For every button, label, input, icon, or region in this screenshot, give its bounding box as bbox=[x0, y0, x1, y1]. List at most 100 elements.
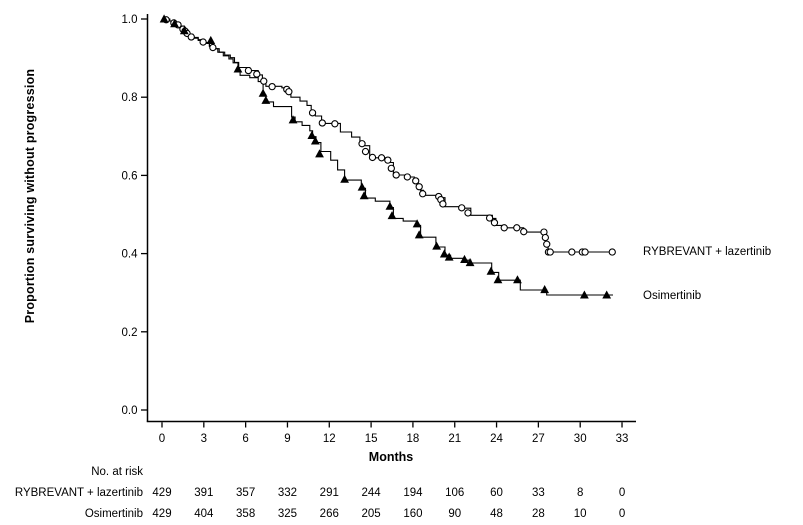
censor-mark-triangle bbox=[465, 257, 475, 267]
censor-mark-triangle bbox=[385, 201, 395, 210]
at-risk-count: 357 bbox=[236, 487, 256, 499]
censor-mark-circle bbox=[358, 140, 366, 148]
censor-mark-circle bbox=[439, 200, 447, 208]
censor-mark-circle bbox=[361, 147, 370, 156]
at-risk-count: 0 bbox=[618, 487, 626, 499]
x-tick-label: 9 bbox=[284, 433, 290, 445]
censor-mark-circle bbox=[543, 240, 551, 248]
censor-mark-circle bbox=[331, 120, 339, 128]
censor-mark-circle bbox=[608, 248, 616, 256]
y-tick-label: 0.8 bbox=[122, 92, 138, 104]
censor-mark-circle bbox=[513, 224, 521, 232]
at-risk-count: 106 bbox=[445, 487, 465, 499]
x-tick-label: 6 bbox=[242, 433, 248, 445]
censor-mark-triangle bbox=[258, 88, 268, 97]
censor-mark-circle bbox=[500, 224, 508, 232]
censor-mark-circle bbox=[415, 183, 423, 191]
censor-mark-triangle bbox=[444, 252, 454, 261]
censor-mark-circle bbox=[387, 164, 395, 173]
censor-mark-circle bbox=[520, 228, 528, 236]
censor-mark-triangle bbox=[170, 19, 179, 28]
at-risk-count: 48 bbox=[490, 508, 503, 520]
censor-mark-circle bbox=[199, 38, 207, 46]
censor-mark-circle bbox=[403, 173, 411, 181]
at-risk-count: 194 bbox=[403, 487, 423, 499]
censor-mark-circle bbox=[392, 171, 400, 179]
censor-mark-triangle bbox=[159, 14, 169, 23]
censor-mark-triangle bbox=[513, 275, 522, 284]
km-curve-rybrevant-lazertinib bbox=[162, 18, 613, 253]
censor-mark-circle bbox=[464, 209, 472, 217]
censor-mark-triangle bbox=[179, 26, 189, 35]
censor-mark-circle bbox=[209, 43, 217, 52]
x-tick-label: 30 bbox=[574, 433, 587, 445]
censor-mark-triangle bbox=[432, 241, 442, 250]
legend-label-osimertinib: Osimertinib bbox=[643, 290, 702, 302]
censor-mark-circle bbox=[318, 119, 326, 127]
x-tick-label: 18 bbox=[407, 433, 420, 445]
censor-mark-triangle bbox=[261, 95, 271, 104]
at-risk-count: 244 bbox=[361, 487, 381, 499]
y-tick-label: 0.6 bbox=[122, 170, 138, 182]
y-tick-label: 0.4 bbox=[122, 249, 139, 261]
at-risk-header: No. at risk bbox=[91, 466, 143, 478]
x-tick-label: 3 bbox=[201, 433, 207, 445]
x-tick-label: 21 bbox=[448, 433, 461, 445]
censor-mark-triangle bbox=[439, 249, 449, 258]
at-risk-count: 8 bbox=[576, 487, 584, 499]
x-tick-label: 24 bbox=[490, 433, 503, 445]
x-tick-label: 27 bbox=[532, 433, 545, 445]
x-tick-label: 15 bbox=[365, 433, 378, 445]
censor-mark-circle bbox=[412, 177, 420, 185]
at-risk-count: 90 bbox=[448, 508, 462, 520]
censor-mark-triangle bbox=[359, 191, 369, 200]
at-risk-count: 404 bbox=[194, 508, 214, 520]
censor-mark-circle bbox=[368, 153, 377, 162]
censor-mark-triangle bbox=[460, 254, 469, 263]
at-risk-count: 266 bbox=[319, 508, 339, 520]
x-tick-label: 0 bbox=[159, 433, 165, 445]
at-risk-count: 291 bbox=[319, 487, 339, 499]
y-tick-label: 0.0 bbox=[122, 405, 138, 417]
censor-mark-triangle bbox=[412, 219, 422, 228]
censor-mark-circle bbox=[581, 248, 589, 256]
censor-mark-circle bbox=[568, 248, 576, 256]
censor-mark-circle bbox=[308, 109, 317, 117]
y-tick-label: 0.2 bbox=[122, 327, 138, 339]
at-risk-count: 429 bbox=[152, 487, 172, 499]
at-risk-count: 358 bbox=[236, 508, 256, 520]
at-risk-row-label-osimertinib: Osimertinib bbox=[84, 508, 143, 520]
censor-mark-triangle bbox=[307, 130, 317, 140]
x-axis-title: Months bbox=[368, 450, 414, 464]
censor-mark-circle bbox=[268, 82, 276, 91]
censor-mark-circle bbox=[485, 214, 494, 222]
censor-mark-triangle bbox=[315, 149, 324, 158]
censor-mark-circle bbox=[285, 88, 293, 96]
censor-mark-triangle bbox=[414, 230, 424, 239]
censor-mark-circle bbox=[541, 233, 549, 242]
legend-label-rybrevant-lazertinib: RYBREVANT + lazertinib bbox=[643, 246, 772, 258]
at-risk-count: 60 bbox=[490, 487, 503, 499]
at-risk-count: 10 bbox=[573, 508, 587, 520]
at-risk-row-label-rybrevant: RYBREVANT + lazertinib bbox=[14, 487, 143, 499]
censor-mark-triangle bbox=[357, 182, 367, 191]
at-risk-count: 391 bbox=[194, 487, 214, 499]
censor-mark-triangle bbox=[340, 174, 350, 183]
censor-mark-circle bbox=[253, 70, 261, 78]
censor-mark-circle bbox=[377, 154, 386, 162]
censor-mark-triangle bbox=[540, 284, 550, 294]
censor-mark-circle bbox=[546, 248, 554, 256]
censor-mark-triangle bbox=[206, 35, 216, 45]
at-risk-count: 33 bbox=[531, 487, 545, 499]
x-tick-label: 33 bbox=[616, 433, 629, 445]
censor-mark-triangle bbox=[493, 275, 503, 284]
x-tick-label: 12 bbox=[323, 433, 336, 445]
at-risk-count: 0 bbox=[618, 508, 626, 520]
censor-mark-circle bbox=[458, 204, 466, 212]
at-risk-count: 429 bbox=[152, 508, 172, 520]
at-risk-count: 325 bbox=[277, 508, 298, 520]
at-risk-count: 160 bbox=[403, 508, 423, 520]
censor-mark-triangle bbox=[387, 211, 397, 220]
